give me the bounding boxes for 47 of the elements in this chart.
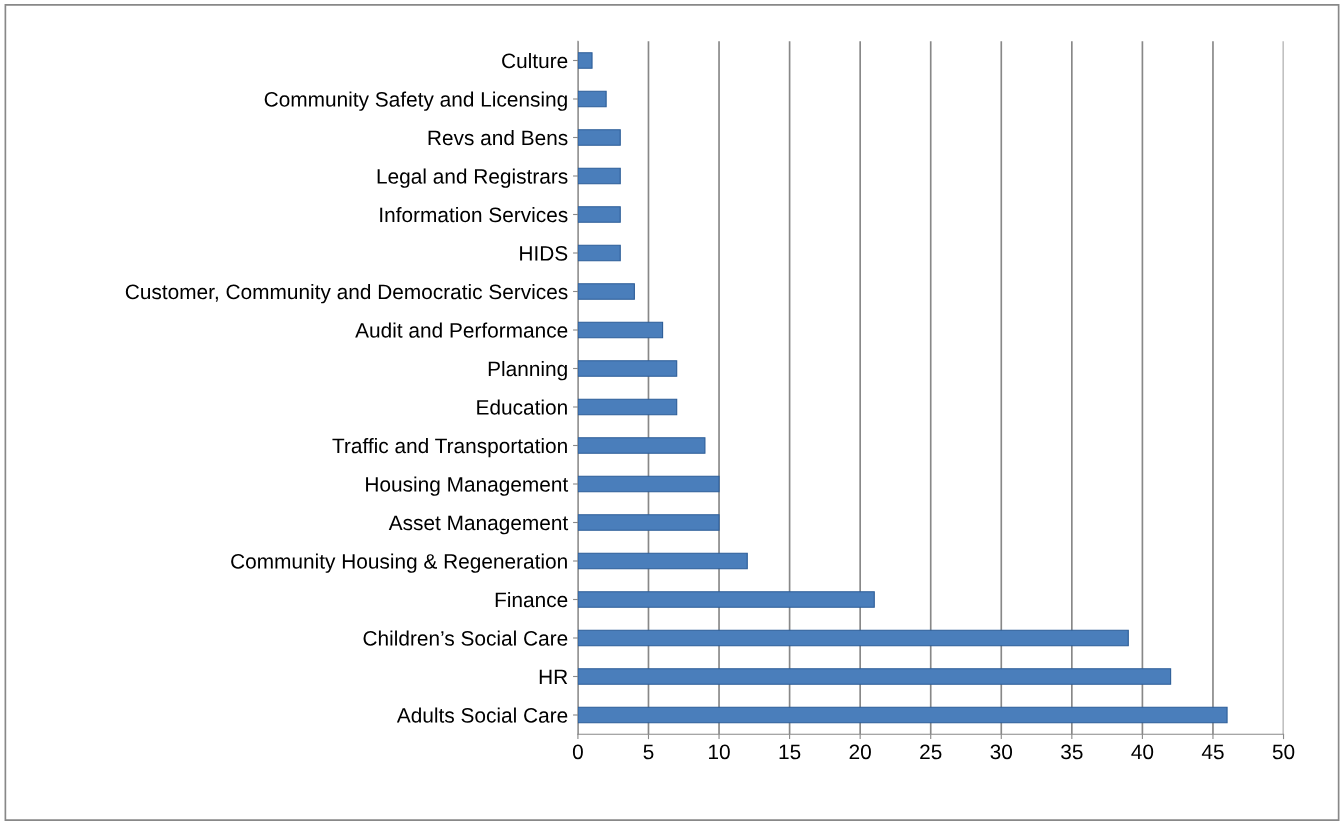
bar <box>577 52 593 69</box>
x-tick-label: 5 <box>643 744 654 760</box>
y-tick-label: Housing Management <box>366 476 569 496</box>
x-tick-label: 45 <box>1201 744 1224 760</box>
x-tick-label: 0 <box>572 744 583 760</box>
x-tick-label: 50 <box>1272 744 1295 760</box>
y-tick-label: HR <box>539 669 568 685</box>
y-tick-label: Adults Social Care <box>396 707 568 723</box>
bar <box>577 552 748 570</box>
y-tick-label: Children’s Social Care <box>363 630 568 646</box>
bar <box>577 398 678 416</box>
y-tick-label: Finance <box>495 591 568 608</box>
bar <box>577 321 664 339</box>
y-tick-label: Community Safety and Licensing <box>264 91 567 111</box>
y-tick-label: Traffic and Transportation <box>332 437 567 458</box>
y-tick-label: HIDS <box>520 246 568 261</box>
y-tick-label: Customer, Community and Democratic Services <box>125 283 568 304</box>
x-tick-label: 10 <box>709 744 730 760</box>
x-tick-label: 35 <box>1061 744 1083 760</box>
bar <box>577 706 1228 724</box>
bar <box>577 244 621 262</box>
x-tick-label: 20 <box>849 744 871 760</box>
bar <box>577 514 720 531</box>
bar <box>577 360 678 377</box>
y-tick-label: Education <box>477 399 567 415</box>
y-tick-label: Asset Management <box>388 515 569 535</box>
x-tick-label: 40 <box>1131 744 1154 760</box>
bar <box>577 129 621 146</box>
bar <box>577 475 720 493</box>
y-tick-label: Legal and Registrars <box>377 168 568 188</box>
bar <box>577 437 706 454</box>
bar <box>577 629 1129 647</box>
bar <box>577 90 607 108</box>
bar <box>577 206 621 223</box>
y-tick-label: Audit and Performance <box>355 322 568 338</box>
y-tick-label: Information Services <box>380 206 568 223</box>
x-tick-label: 30 <box>990 744 1013 760</box>
y-tick-label: Revs and Bens <box>428 129 568 146</box>
y-tick-label: Community Housing & Regeneration <box>231 553 567 573</box>
bar <box>577 283 635 300</box>
y-tick-label: Planning <box>488 360 567 381</box>
y-tick-label: Culture <box>502 52 568 69</box>
x-tick-label: 25 <box>920 744 942 760</box>
bar <box>577 668 1172 685</box>
bar <box>577 591 875 608</box>
x-tick-label: 15 <box>779 744 801 760</box>
bar <box>577 167 621 185</box>
